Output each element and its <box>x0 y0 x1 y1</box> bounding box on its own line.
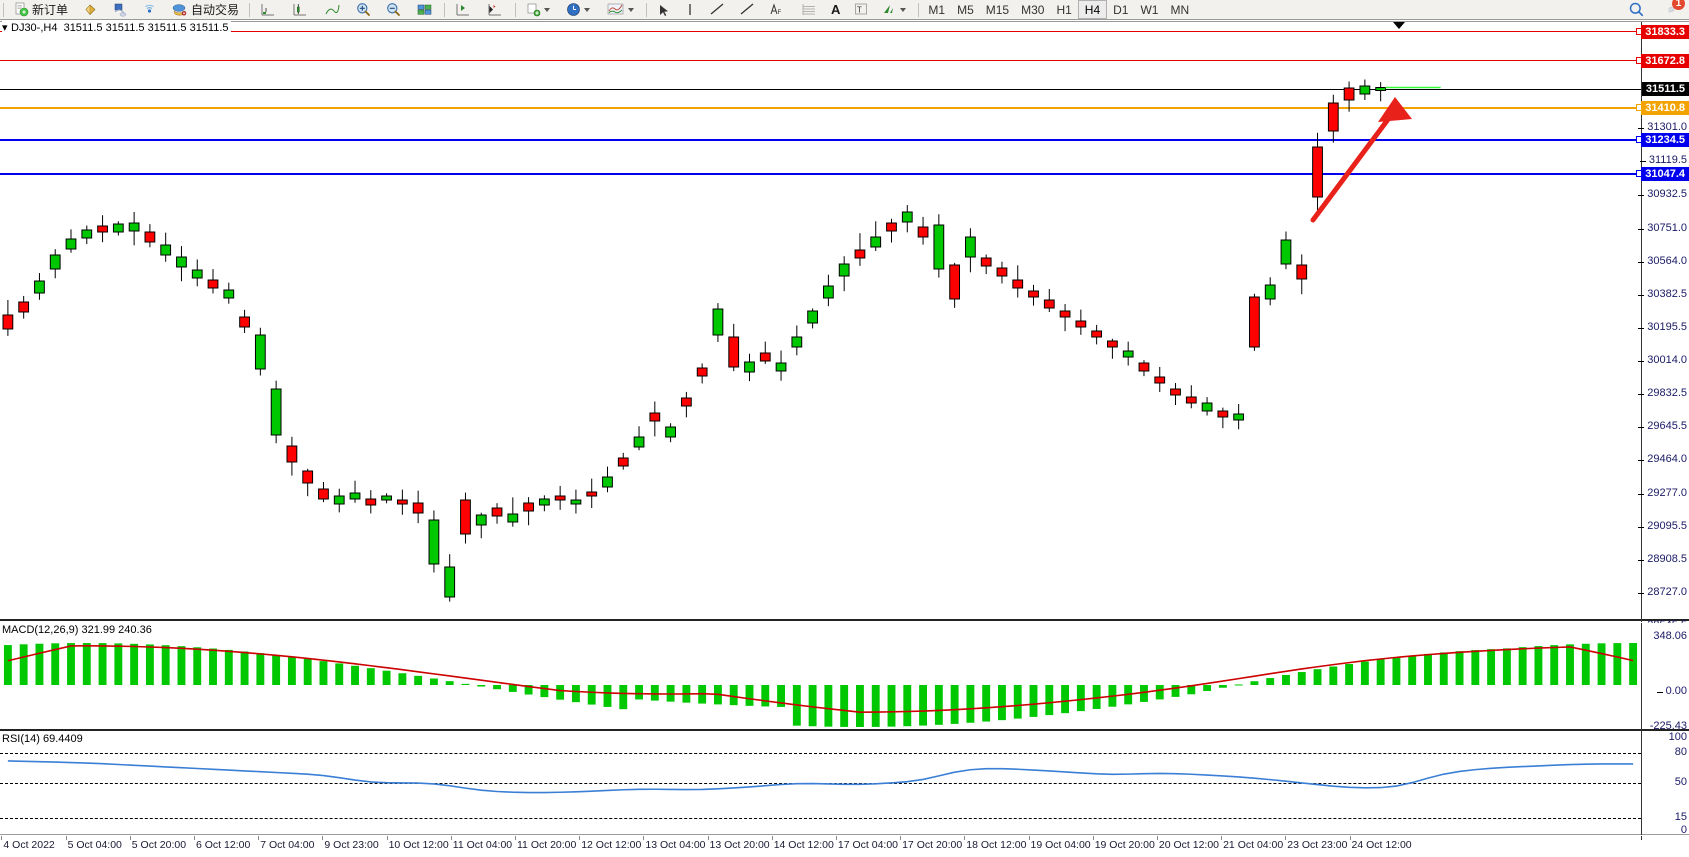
svg-text:F: F <box>778 10 782 16</box>
svg-text:T: T <box>857 6 862 15</box>
